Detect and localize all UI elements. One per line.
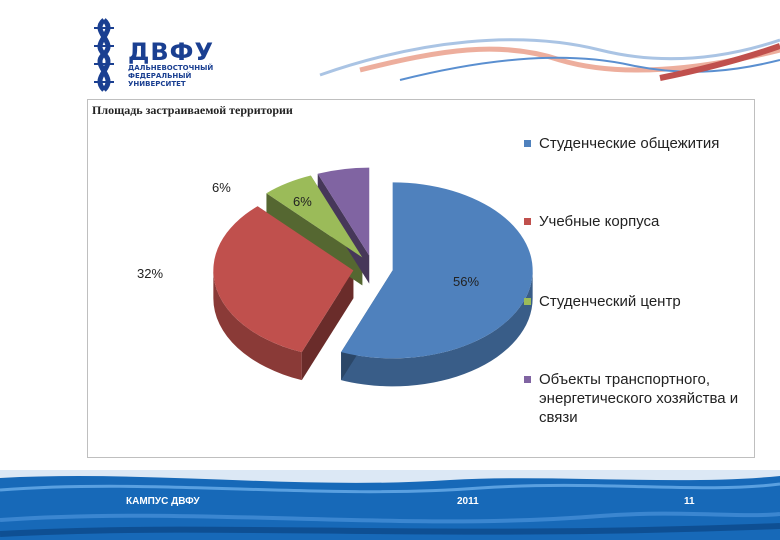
pie-slice (266, 175, 363, 258)
chart-title: Площадь застраиваемой территории (92, 103, 293, 117)
decorative-ribbon (319, 38, 780, 81)
dna-helix-icon (94, 18, 114, 92)
logo-subtitle-line: ФЕДЕРАЛЬНЫЙ (128, 72, 192, 80)
legend-swatch (524, 218, 531, 225)
legend-item: Учебные корпуса (524, 212, 749, 231)
pie-tops (213, 167, 533, 359)
legend-item: Студенческий центр (524, 292, 749, 311)
dvfu-logo: ДВФУ ДАЛЬНЕВОСТОЧНЫЙ ФЕДЕРАЛЬНЫЙ УНИВЕРС… (84, 18, 214, 96)
legend-label: Студенческий центр (539, 293, 681, 310)
logo-subtitle: ДАЛЬНЕВОСТОЧНЫЙ ФЕДЕРАЛЬНЫЙ УНИВЕРСИТЕТ (128, 64, 218, 88)
pie-labels: 56% 32% 6% 6% (137, 180, 479, 289)
legend-item: Студенческие общежития (524, 134, 749, 153)
legend-label: Учебные корпуса (539, 213, 660, 230)
pie-chart: 56% 32% 6% 6% (137, 167, 533, 387)
logo-subtitle-line: ДАЛЬНЕВОСТОЧНЫЙ (128, 64, 214, 72)
footer-bar: КАМПУС ДВФУ 2011 11 (0, 470, 780, 540)
footer-waves (0, 470, 780, 537)
pie-slice (317, 167, 370, 256)
pie-slice-side (213, 270, 302, 381)
footer-year: 2011 (457, 496, 479, 507)
legend-label: Студенческие общежития (539, 135, 720, 152)
pie-data-label: 56% (453, 274, 479, 289)
footer-page-number: 11 (684, 496, 695, 507)
legend-swatch (524, 298, 531, 305)
legend-item: Объекты транспортного, энергетического х… (524, 370, 749, 427)
pie-data-label: 6% (212, 180, 231, 195)
legend-swatch (524, 140, 531, 147)
pie-data-label: 32% (137, 266, 163, 281)
pie-slice-side (341, 270, 533, 387)
pie-slice-edge (301, 270, 354, 381)
logo-name: ДВФУ (128, 38, 214, 66)
footer-campus-label: КАМПУС ДВФУ (126, 496, 200, 507)
logo-subtitle-line: УНИВЕРСИТЕТ (128, 80, 186, 88)
pie-slice (341, 182, 533, 359)
pie-slice (213, 206, 354, 353)
legend-label: Объекты транспортного, энергетического х… (539, 371, 739, 426)
chart-frame: Площадь застраиваемой территории 56% 32% 6… (87, 99, 755, 458)
legend-swatch (524, 376, 531, 383)
pie-data-label: 6% (293, 194, 312, 209)
